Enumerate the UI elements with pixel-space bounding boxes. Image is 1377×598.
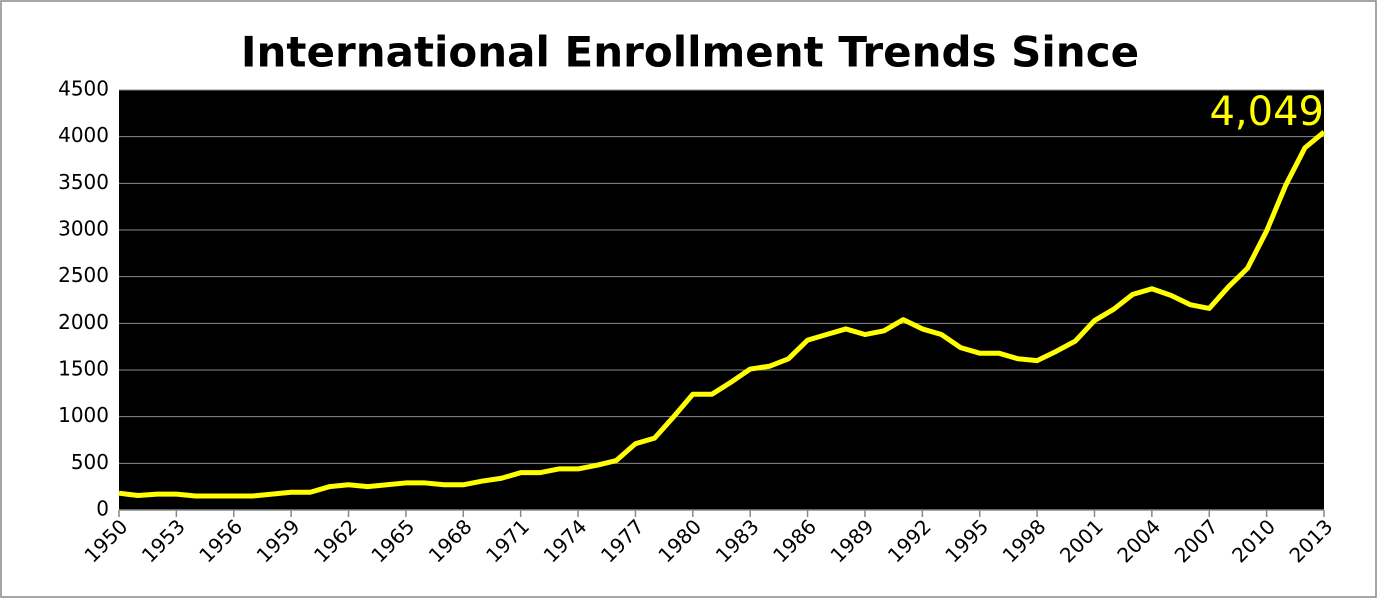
y-tick-label: 0 <box>96 497 109 521</box>
plot-area <box>119 90 1324 510</box>
line-series <box>118 130 1326 499</box>
y-tick-label: 1000 <box>58 403 109 427</box>
y-tick-label: 4500 <box>58 77 109 101</box>
chart-title: International Enrollment Trends Since <box>241 28 1139 77</box>
y-tick-label: 500 <box>71 450 109 474</box>
y-tick-label: 1500 <box>58 357 109 381</box>
y-tick-label: 2500 <box>58 263 109 287</box>
y-tick-label: 2000 <box>58 310 109 334</box>
y-tick-label: 3500 <box>58 170 109 194</box>
y-tick-label: 4000 <box>58 123 109 147</box>
y-tick-label: 3000 <box>58 217 109 241</box>
annotation: 4,049 <box>1209 89 1324 135</box>
